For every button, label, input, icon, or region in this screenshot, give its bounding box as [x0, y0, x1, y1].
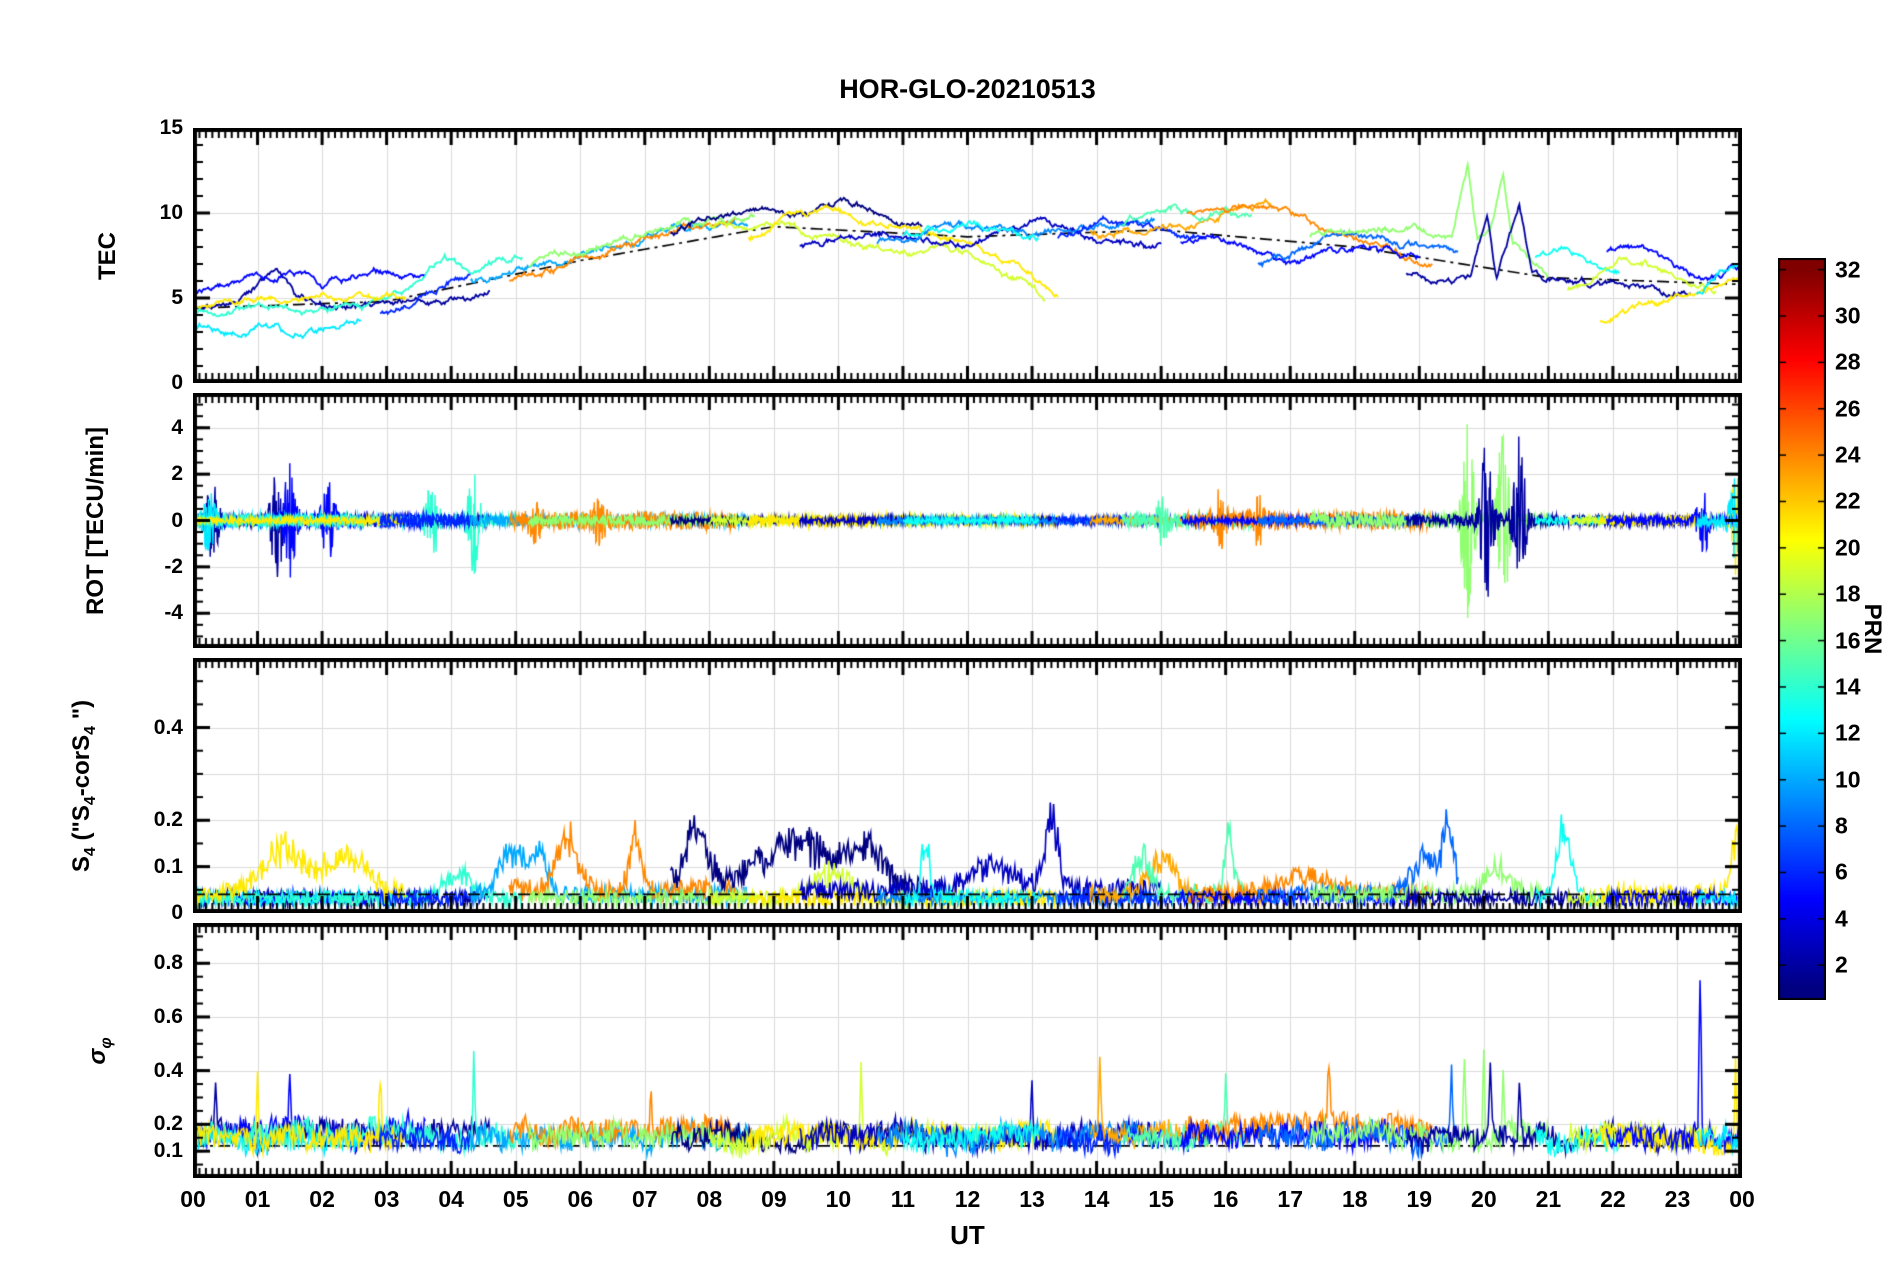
x-tick-label: 02 — [309, 1186, 335, 1212]
x-tick-label: 22 — [1600, 1186, 1626, 1212]
colorbar-tick-label: 32 — [1835, 256, 1861, 283]
x-tick-label: 04 — [438, 1186, 464, 1212]
y-axis-label-sigma_phi: σφ — [84, 1036, 115, 1065]
x-tick-label: 01 — [244, 1186, 271, 1212]
x-tick-label: 13 — [1019, 1186, 1045, 1212]
chart-title: HOR-GLO-20210513 — [839, 74, 1096, 104]
x-tick-label: 16 — [1212, 1186, 1239, 1212]
colorbar-tick-label: 26 — [1835, 395, 1861, 422]
s4-panel-canvas — [193, 658, 1742, 913]
x-tick-label: 15 — [1148, 1186, 1174, 1212]
y-tick-label: 0.1 — [153, 1139, 183, 1163]
colorbar-tick-label: 8 — [1835, 812, 1848, 839]
y-tick-label: 0 — [171, 508, 183, 532]
y-tick-label: 0.2 — [153, 808, 183, 832]
rot-panel-canvas — [193, 393, 1742, 648]
colorbar-tick-label: 2 — [1835, 951, 1848, 978]
y-tick-label: 0.4 — [153, 1058, 183, 1082]
y-tick-label: 5 — [171, 286, 183, 309]
y-axis-label-rot: ROT [TECU/min] — [82, 426, 109, 615]
y-tick-label: 2 — [171, 462, 183, 486]
colorbar-tick-label: 6 — [1835, 858, 1848, 885]
x-tick-label: 10 — [825, 1186, 852, 1212]
x-tick-label: 05 — [502, 1186, 529, 1212]
y-tick-label: -2 — [164, 554, 183, 578]
y-tick-label: 0.1 — [153, 854, 183, 878]
x-tick-label: 08 — [696, 1186, 723, 1212]
x-tick-label: 18 — [1341, 1186, 1368, 1212]
colorbar-tick-label: 4 — [1835, 905, 1848, 932]
colorbar-tick-label: 18 — [1835, 580, 1861, 607]
y-tick-label: 0 — [171, 901, 183, 924]
colorbar-tick-label: 28 — [1835, 348, 1861, 375]
y-tick-label: 10 — [159, 201, 183, 224]
x-axis-label: UT — [950, 1220, 985, 1250]
y-tick-label: -4 — [164, 601, 183, 625]
colorbar-tick-label: 20 — [1835, 534, 1861, 561]
x-tick-label: 20 — [1471, 1186, 1497, 1212]
y-axis-label-s4: S4 ("S4-corS4 ") — [68, 699, 99, 872]
x-tick-label: 21 — [1535, 1186, 1562, 1212]
x-tick-label: 00 — [1729, 1186, 1755, 1212]
colorbar-tick-label: 16 — [1835, 627, 1861, 654]
colorbar-tick-label: 12 — [1835, 719, 1861, 746]
sigma-phi-panel-canvas — [193, 923, 1742, 1178]
colorbar-tick-label: 22 — [1835, 487, 1861, 514]
y-tick-label: 4 — [171, 415, 183, 439]
y-tick-label: 15 — [159, 116, 183, 139]
colorbar-tick-label: 10 — [1835, 766, 1861, 793]
y-tick-label: 0.6 — [153, 1004, 183, 1028]
x-tick-label: 11 — [890, 1186, 916, 1212]
colorbar-tick-label: 30 — [1835, 302, 1861, 329]
x-tick-label: 03 — [373, 1186, 400, 1212]
colorbar-label: PRN — [1859, 603, 1886, 655]
x-tick-label: 17 — [1277, 1186, 1303, 1212]
prn-colorbar — [1778, 258, 1826, 1000]
y-tick-label: 0.2 — [153, 1112, 183, 1136]
x-tick-label: 06 — [567, 1186, 594, 1212]
x-tick-label: 00 — [180, 1186, 206, 1212]
y-tick-label: 0.8 — [153, 951, 183, 975]
y-tick-label: 0 — [171, 371, 183, 394]
x-tick-label: 23 — [1664, 1186, 1691, 1212]
x-tick-label: 14 — [1083, 1186, 1110, 1212]
colorbar-tick-label: 24 — [1835, 441, 1861, 468]
tec-panel-canvas — [193, 128, 1742, 383]
colorbar-tick-label: 14 — [1835, 673, 1861, 700]
y-tick-label: 0.4 — [153, 715, 183, 739]
x-tick-label: 19 — [1406, 1186, 1433, 1212]
x-tick-label: 12 — [954, 1186, 981, 1212]
x-tick-label: 07 — [631, 1186, 658, 1212]
x-tick-label: 09 — [761, 1186, 787, 1212]
y-axis-label-tec: TEC — [94, 231, 121, 280]
